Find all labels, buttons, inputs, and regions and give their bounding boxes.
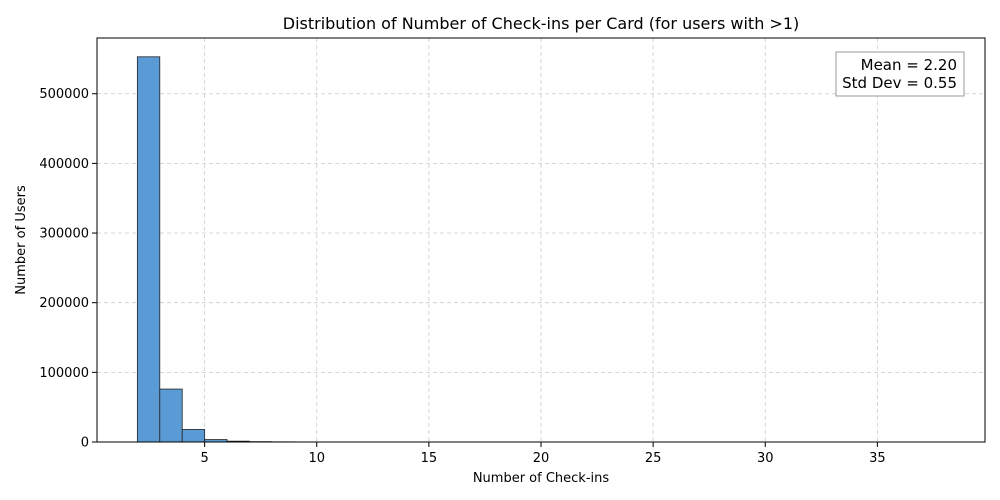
y-tick-label: 500000 [39, 87, 89, 102]
x-axis-ticks: 5 10 15 20 25 30 35 [200, 442, 886, 466]
x-tick-label: 15 [421, 451, 438, 466]
stats-annotation: Mean = 2.20 Std Dev = 0.55 [835, 51, 965, 97]
chart-title: Distribution of Number of Check-ins per … [283, 14, 800, 33]
x-tick-label: 20 [533, 451, 550, 466]
x-tick-label: 30 [757, 451, 774, 466]
x-tick-label: 35 [869, 451, 886, 466]
annotation-box [835, 51, 965, 97]
annotation-mean: Mean = 2.20 [861, 56, 957, 74]
x-axis-label: Number of Check-ins [473, 471, 610, 486]
x-tick-label: 10 [308, 451, 325, 466]
y-axis-ticks: 0 100000 200000 300000 400000 500000 [39, 87, 97, 451]
y-tick-label: 200000 [39, 296, 89, 311]
y-tick-label: 100000 [39, 366, 89, 381]
histogram-bar [159, 388, 183, 443]
x-tick-label: 25 [645, 451, 662, 466]
y-tick-label: 300000 [39, 227, 89, 242]
grid-lines [97, 38, 985, 443]
y-tick-label: 0 [81, 436, 89, 451]
y-axis-label: Number of Users [14, 185, 29, 295]
histogram-bar [136, 56, 161, 443]
histogram-bar [181, 429, 206, 443]
x-tick-label: 5 [200, 451, 208, 466]
annotation-std-dev: Std Dev = 0.55 [842, 74, 957, 92]
y-tick-label: 400000 [39, 157, 89, 172]
